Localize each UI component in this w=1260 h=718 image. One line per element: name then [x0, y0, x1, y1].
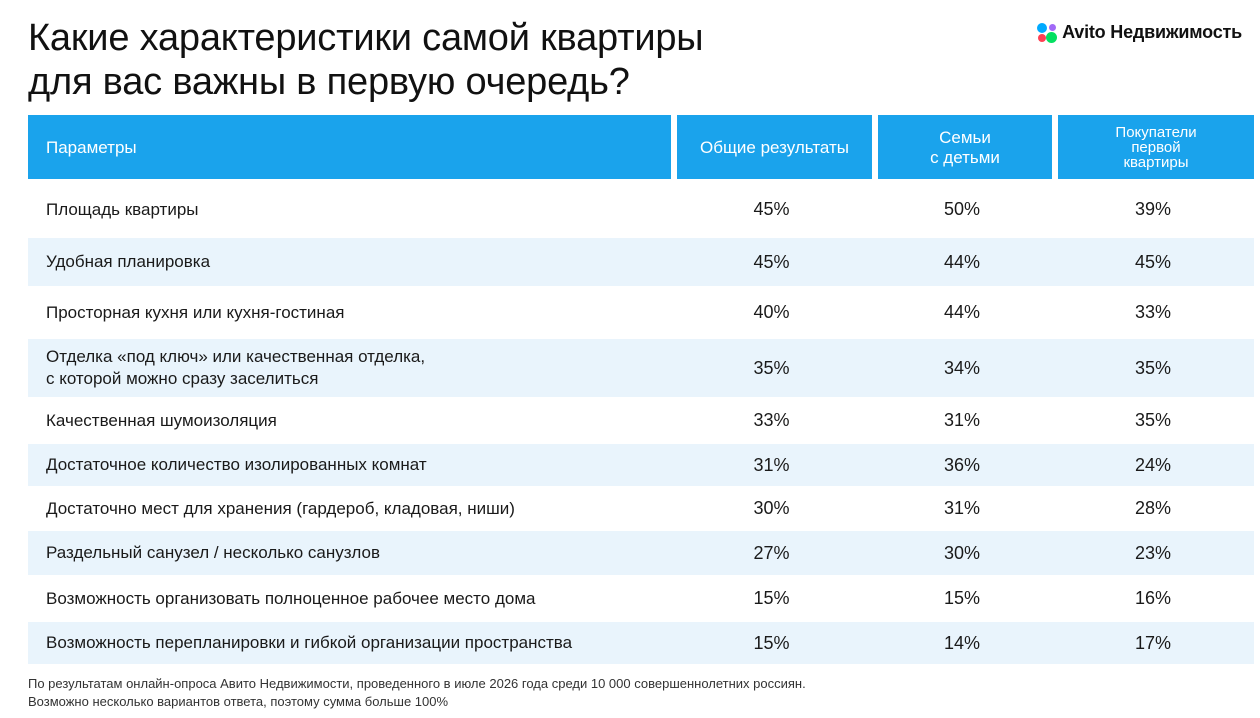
row-family-value: 34% [943, 357, 981, 378]
row-total-value: 35% [753, 357, 790, 378]
header-family-line-2: с детьми [930, 147, 1000, 167]
row-first-value: 23% [1134, 542, 1172, 563]
table-row: Отделка «под ключ» или качественная отде… [28, 339, 1254, 397]
row-total-value: 31% [753, 454, 790, 475]
row-param: Возможность организовать полноценное раб… [28, 588, 671, 610]
row-param: Отделка «под ключ» или качественная отде… [28, 346, 671, 390]
row-param-line: Достаточное количество изолированных ком… [46, 455, 427, 474]
logo-text: Avito Недвижимость [1062, 22, 1242, 42]
header-param: Параметры [28, 115, 671, 179]
row-param: Площадь квартиры [28, 199, 671, 221]
footnote: По результатам онлайн-опроса Авито Недви… [28, 675, 806, 711]
title-line-1: Какие характеристики самой квартиры [28, 17, 704, 59]
logo-dot-green [1046, 31, 1058, 43]
table-row: Удобная планировка 45% 44% 45% [28, 238, 1254, 286]
row-first-value: 16% [1134, 588, 1172, 608]
row-total-value: 15% [753, 588, 790, 608]
table-row: Качественная шумоизоляция 33% 31% 35% [28, 397, 1254, 444]
footnote-line-2: Возможно несколько вариантов ответа, поэ… [28, 694, 449, 709]
row-param: Удобная планировка [28, 251, 671, 273]
row-family-value: 15% [943, 588, 981, 608]
row-param: Качественная шумоизоляция [28, 410, 671, 432]
row-param: Достаточно мест для хранения (гардероб, … [28, 498, 671, 520]
logo-dot-red [1038, 33, 1047, 42]
header-total: Общие результаты [677, 115, 872, 179]
table-header: Параметры Общие результаты Семьи с детьм… [28, 115, 1254, 179]
row-first-value: 35% [1134, 410, 1172, 430]
row-first-value: 28% [1134, 498, 1172, 518]
logo-dot-blue [1037, 22, 1048, 33]
row-first-value: 17% [1134, 632, 1172, 653]
row-total-value: 45% [753, 251, 790, 272]
row-family-value: 31% [943, 498, 981, 518]
row-family-value: 30% [943, 542, 981, 563]
row-param: Раздельный санузел / несколько санузлов [28, 542, 671, 564]
row-total-value: 33% [753, 410, 790, 430]
row-family-value: 31% [943, 410, 981, 430]
row-param-line: Отделка «под ключ» или качественная отде… [46, 347, 426, 366]
row-first-value: 35% [1134, 357, 1172, 378]
footnote-line-1: По результатам онлайн-опроса Авито Недви… [28, 676, 806, 691]
row-total-value: 15% [753, 632, 790, 653]
results-table: Параметры Общие результаты Семьи с детьм… [28, 115, 1254, 664]
row-total-value: 40% [753, 302, 790, 322]
table-row: Возможность перепланировки и гибкой орга… [28, 622, 1254, 664]
title-line-2: для вас важны в первую очередь? [28, 61, 630, 103]
avito-dots-icon [1037, 22, 1058, 43]
row-param-line: с которой можно сразу заселиться [46, 369, 319, 388]
row-total-value: 30% [753, 498, 790, 518]
row-family-value: 44% [943, 302, 981, 322]
table-row: Раздельный санузел / несколько санузлов 2… [28, 531, 1254, 575]
table-row: Достаточно мест для хранения (гардероб, … [28, 486, 1254, 531]
row-param: Просторная кухня или кухня-гостиная [28, 302, 671, 324]
avito-logo: Avito Недвижимость [1037, 22, 1242, 43]
logo-dot-purple [1049, 23, 1057, 31]
row-param-line: Возможность организовать полноценное раб… [46, 588, 536, 608]
row-param-line: Площадь квартиры [46, 199, 199, 219]
row-total-value: 45% [753, 199, 790, 219]
header-first-line-2: первой [1131, 138, 1181, 156]
header-first-buyers: Покупатели первой квартиры [1058, 115, 1254, 179]
row-param-line: Возможность перепланировки и гибкой орга… [46, 633, 573, 652]
row-param: Достаточное количество изолированных ком… [28, 454, 671, 476]
row-param: Возможность перепланировки и гибкой орга… [28, 632, 671, 654]
header-family-line-1: Семьи [939, 127, 991, 147]
header-family: Семьи с детьми [878, 115, 1052, 179]
row-family-value: 44% [943, 251, 981, 272]
row-total-value: 27% [753, 542, 790, 563]
row-family-value: 36% [943, 454, 981, 475]
table-row: Просторная кухня или кухня-гостиная 40% 44… [28, 286, 1254, 339]
row-family-value: 50% [943, 199, 981, 219]
row-family-value: 14% [943, 632, 981, 653]
header-first-line-3: квартиры [1123, 153, 1189, 171]
table-row: Достаточное количество изолированных ком… [28, 444, 1254, 486]
table-body: Площадь квартиры 45% 50% 39% Удобная планиро… [28, 181, 1254, 664]
header-first-line-1: Покупатели [1115, 123, 1197, 141]
row-first-value: 45% [1134, 251, 1172, 272]
row-param-line: Раздельный санузел / несколько санузлов [46, 543, 380, 562]
row-param-line: Достаточно мест для хранения (гардероб, … [46, 498, 515, 518]
row-param-line: Удобная планировка [46, 252, 211, 271]
row-param-line: Просторная кухня или кухня-гостиная [46, 302, 345, 322]
table-row: Площадь квартиры 45% 50% 39% [28, 181, 1254, 238]
page-title: Какие характеристики самой квартиры для … [28, 16, 928, 104]
row-first-value: 39% [1134, 199, 1172, 219]
row-param-line: Качественная шумоизоляция [46, 410, 277, 430]
table-row: Возможность организовать полноценное раб… [28, 575, 1254, 622]
row-first-value: 33% [1134, 302, 1172, 322]
row-first-value: 24% [1134, 454, 1172, 475]
